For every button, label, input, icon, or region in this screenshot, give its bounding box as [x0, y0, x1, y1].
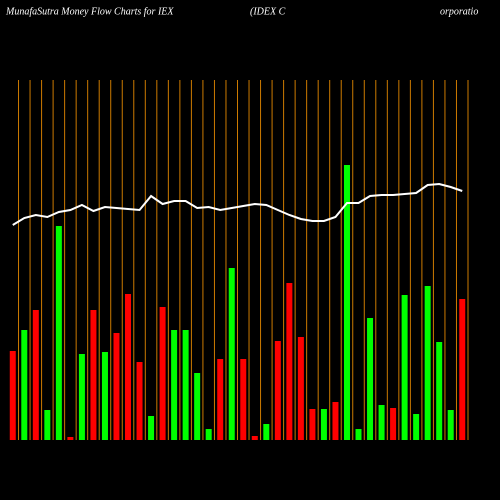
bar — [78, 354, 85, 440]
bar — [343, 165, 350, 440]
bar — [274, 341, 281, 440]
bar — [332, 402, 339, 440]
bar — [113, 333, 120, 440]
bar — [9, 351, 16, 440]
bar — [148, 416, 155, 440]
bar — [90, 310, 97, 440]
chart-title: MunafaSutra Money Flow Charts for IEX — [5, 6, 174, 17]
money-flow-line — [12, 182, 463, 226]
bar — [355, 429, 362, 440]
bar — [21, 330, 28, 440]
bar — [286, 283, 293, 440]
bar — [390, 408, 397, 440]
bar — [240, 359, 247, 440]
bar — [55, 226, 62, 440]
bar — [424, 286, 431, 440]
bar — [228, 268, 235, 440]
bar — [101, 352, 108, 440]
bar — [251, 436, 258, 440]
bar — [136, 362, 143, 440]
bar — [309, 409, 316, 440]
bar — [182, 330, 189, 440]
bar — [205, 429, 212, 440]
bar — [367, 318, 374, 440]
bar — [32, 310, 39, 440]
chart-subtitle: (IDEX C — [250, 6, 286, 17]
bar — [263, 424, 270, 440]
bar — [159, 307, 166, 440]
chart-subtitle: orporatio — [440, 6, 478, 17]
bar — [401, 295, 408, 440]
bar — [320, 409, 327, 440]
bar — [413, 414, 420, 440]
bar — [125, 294, 132, 440]
bar — [297, 337, 304, 440]
bar — [459, 299, 466, 440]
bar — [378, 405, 385, 440]
bar — [171, 330, 178, 440]
bar — [194, 373, 201, 440]
bar — [447, 410, 454, 440]
bar — [44, 410, 51, 440]
bar — [217, 359, 224, 440]
bar — [436, 342, 443, 440]
bar — [67, 437, 74, 440]
